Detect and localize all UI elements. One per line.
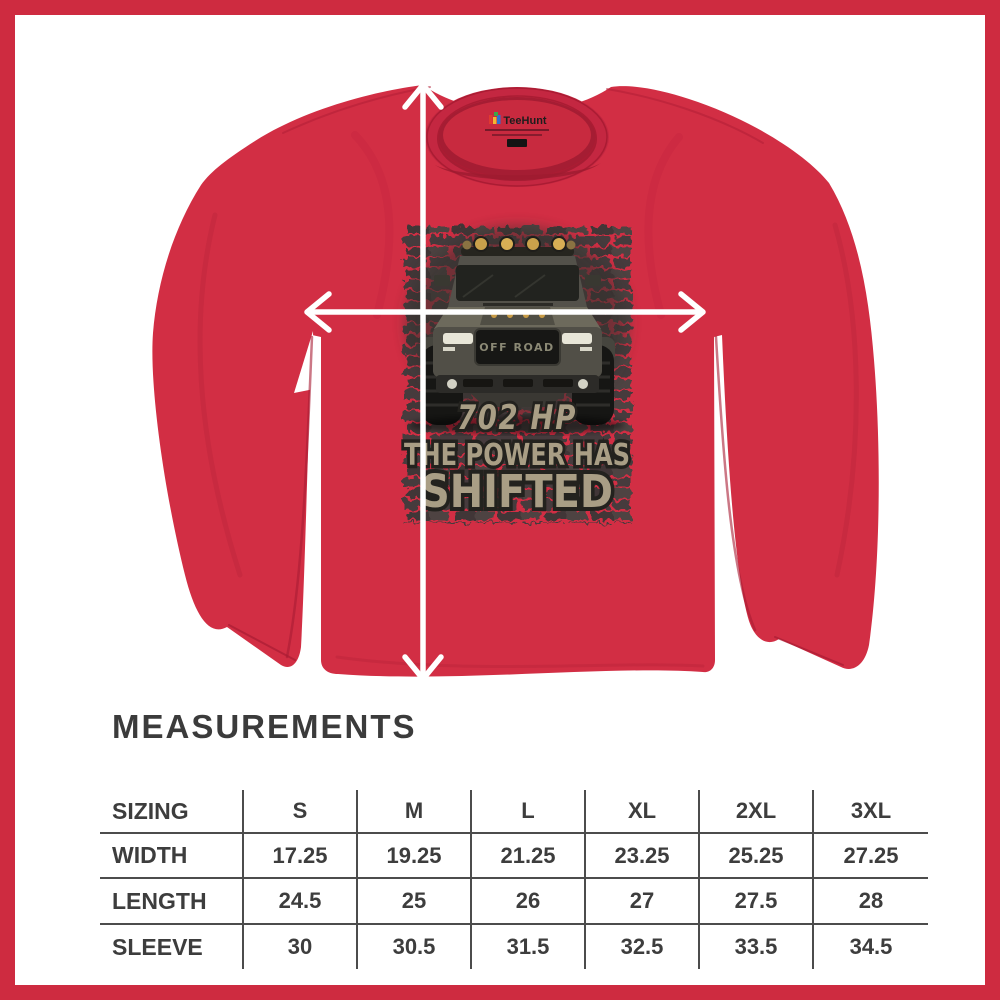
arrow-up-icon xyxy=(402,82,444,110)
collar xyxy=(425,87,609,187)
table-cell: 27 xyxy=(586,877,700,923)
graphic-line2: THE POWER HAS xyxy=(404,438,630,473)
table-cell: 28 xyxy=(814,877,928,923)
arrow-right-icon xyxy=(678,291,706,333)
table-cell: 17.25 xyxy=(244,832,358,877)
table-cell: 33.5 xyxy=(700,923,814,969)
size-table: SIZING S M L XL 2XL 3XL WIDTH 17.25 19.2… xyxy=(100,790,928,969)
truck-grille xyxy=(474,328,561,366)
neck-label: TeeHunt xyxy=(485,112,549,147)
table-row-label: WIDTH xyxy=(100,832,244,877)
brand-label-text: TeeHunt xyxy=(503,115,547,127)
table-cell: 26 xyxy=(472,877,586,923)
table-header-size: XL xyxy=(586,790,700,832)
table-header-size: 2XL xyxy=(700,790,814,832)
table-cell: 23.25 xyxy=(586,832,700,877)
brand-logo-icon xyxy=(489,112,501,124)
truck-windshield xyxy=(456,265,579,301)
measurements-heading: MEASUREMENTS xyxy=(112,708,417,745)
table-row-label: SLEEVE xyxy=(100,923,244,969)
label-size-tag xyxy=(507,139,527,147)
truck-mirror xyxy=(585,275,601,286)
table-header-size: L xyxy=(472,790,586,832)
truck-roof-lights xyxy=(461,236,576,256)
length-arrow xyxy=(402,82,444,682)
table-header-size: S xyxy=(244,790,358,832)
table-cell: 34.5 xyxy=(814,923,928,969)
shirt-photo: TeeHunt xyxy=(152,82,879,682)
truck-illustration: OFF ROAD xyxy=(409,236,625,434)
table-header-size: 3XL xyxy=(850,798,892,823)
table-cell: 25 xyxy=(358,877,472,923)
table-cell: 30 xyxy=(244,923,358,969)
width-arrow xyxy=(304,291,706,333)
table-row-label: LENGTH xyxy=(100,877,244,923)
graphic-line3: SHIFTED xyxy=(421,465,613,518)
table-header-size: M xyxy=(358,790,472,832)
table-cell: 27.25 xyxy=(814,832,928,877)
table-cell: 19.25 xyxy=(358,832,472,877)
table-header-sizing: SIZING xyxy=(100,790,244,832)
chest-graphic: OFF ROAD 702 HP THE POWER HAS SHIFTED xyxy=(401,227,634,523)
label-care-line xyxy=(485,129,549,131)
arrow-down-icon xyxy=(402,654,444,682)
table-cell: 32.5 xyxy=(586,923,700,969)
table-cell: 30.5 xyxy=(358,923,472,969)
table-cell: 27.5 xyxy=(700,877,814,923)
table-cell: 25.25 xyxy=(700,832,814,877)
underarm-gap xyxy=(294,331,314,393)
table-cell: 31.5 xyxy=(472,923,586,969)
table-cell: 24.5 xyxy=(244,877,358,923)
truck-mirror xyxy=(434,275,450,286)
graphic-text-block: 702 HP THE POWER HAS SHIFTED xyxy=(401,395,634,522)
fabric-folds xyxy=(197,86,859,669)
truck-headlights xyxy=(443,333,592,351)
table-cell: 21.25 xyxy=(472,832,586,877)
truck-bumper xyxy=(436,375,599,407)
graphic-line1: 702 HP xyxy=(457,398,577,438)
arrow-left-icon xyxy=(304,291,332,333)
label-care-line xyxy=(492,134,542,136)
grille-text: OFF ROAD xyxy=(479,341,554,354)
